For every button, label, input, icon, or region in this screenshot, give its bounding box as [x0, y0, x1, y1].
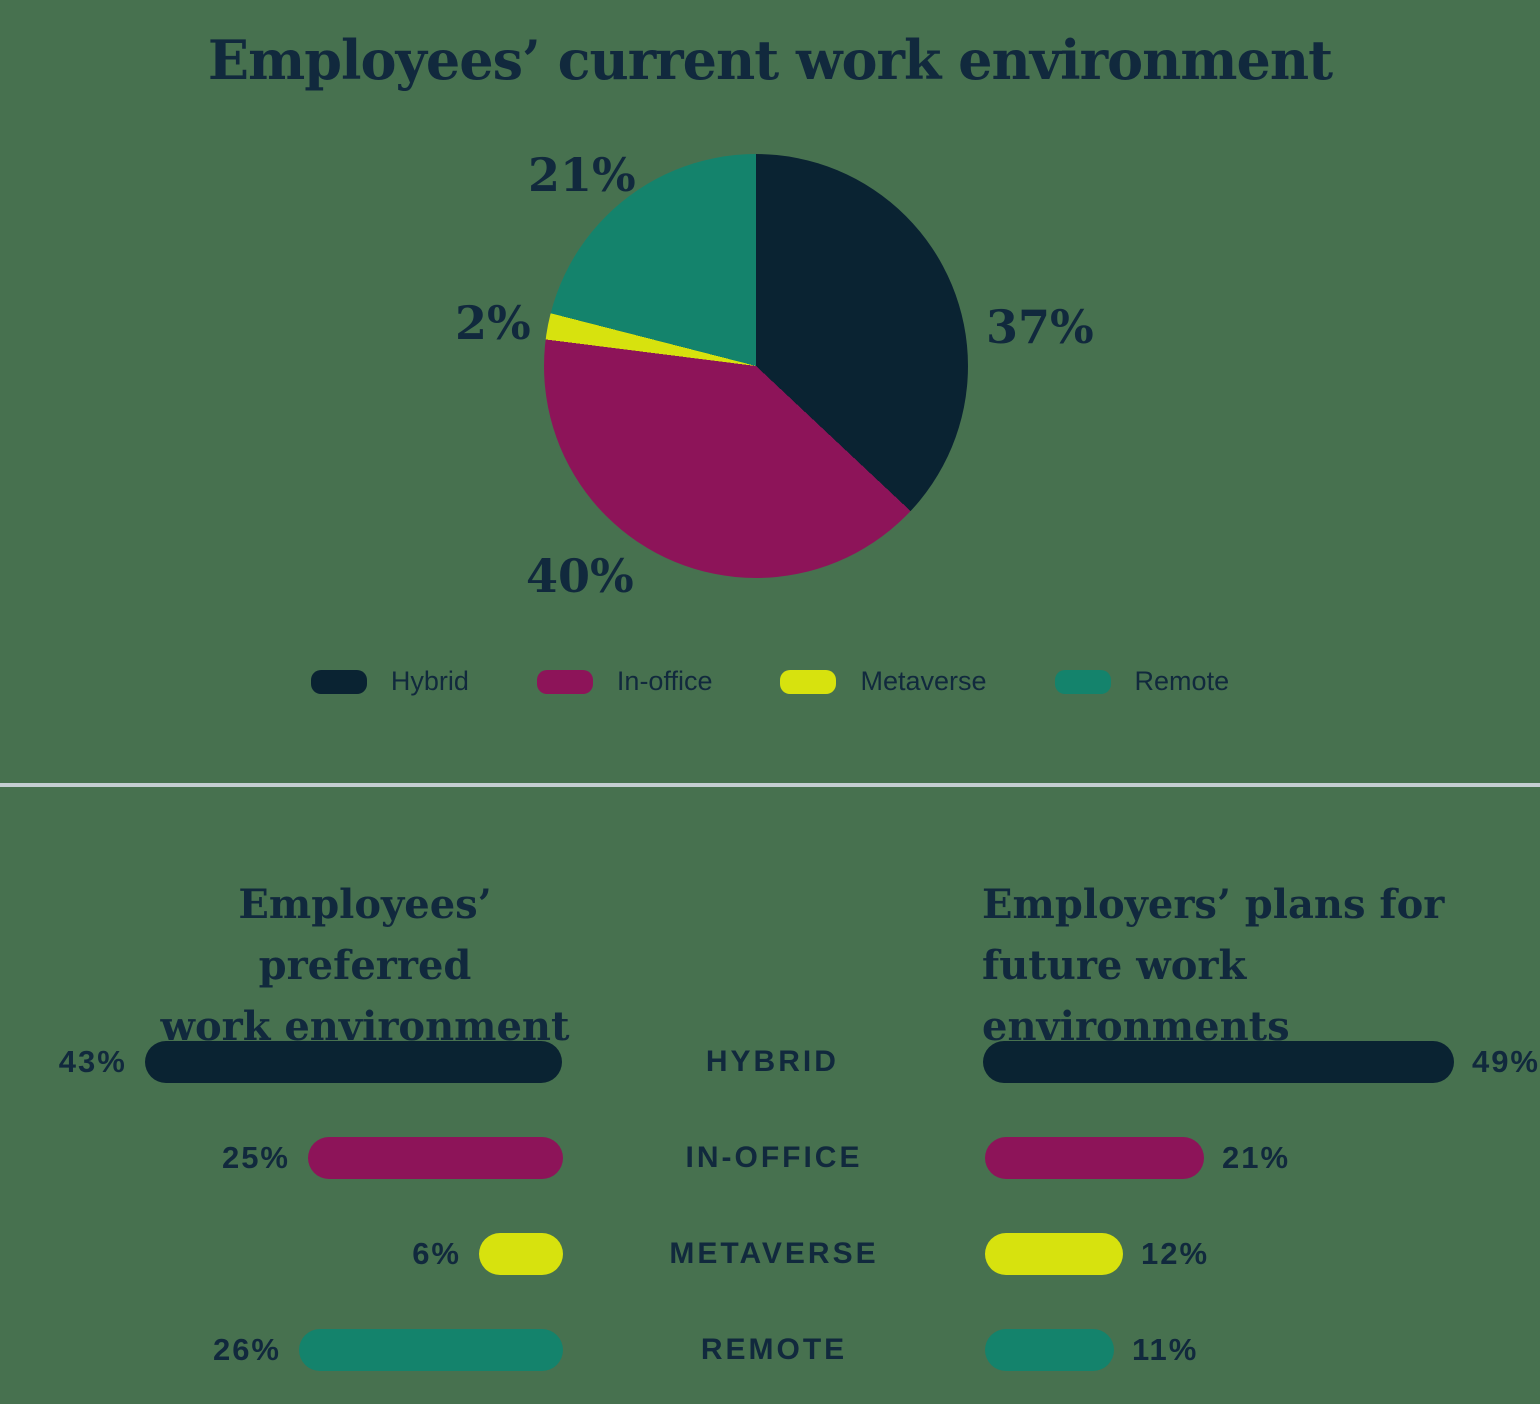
legend-swatch-remote: [1054, 669, 1111, 694]
right-bar-chart-title: Employers’ plans for future work environ…: [982, 874, 1522, 1057]
left-value-label-metaverse: 6%: [412, 1236, 461, 1271]
legend-label-remote: Remote: [1134, 666, 1230, 696]
right-value-label-hybrid: 49%: [1471, 1044, 1540, 1079]
right-value-label-remote: 11%: [1132, 1332, 1199, 1367]
legend-label-hybrid: Hybrid: [390, 666, 469, 696]
pie-chart: [544, 154, 968, 578]
bar-row-hybrid: 43% HYBRID 49%: [0, 1041, 1540, 1083]
section-divider: [0, 783, 1540, 787]
bar-row-metaverse: 6% METAVERSE 12%: [0, 1233, 1540, 1275]
category-label-remote: REMOTE: [700, 1333, 848, 1366]
bar-row-remote: 26% REMOTE 11%: [0, 1329, 1540, 1371]
left-bar-remote: [299, 1329, 563, 1371]
legend-label-in-office: In-office: [616, 666, 713, 696]
left-bar-chart-title-line1: Employees’ preferred: [238, 881, 492, 989]
legend-swatch-metaverse: [780, 669, 837, 694]
left-bar-chart-title: Employees’ preferred work environment: [130, 874, 600, 1057]
pie-slice-label-hybrid: 37%: [986, 300, 1094, 354]
category-label-metaverse: METAVERSE: [669, 1237, 879, 1270]
left-bar-hybrid: [144, 1041, 562, 1083]
pie-legend: Hybrid In-office Metaverse Remote: [0, 666, 1540, 697]
pie-chart-title: Employees’ current work environment: [207, 28, 1333, 92]
left-bar-metaverse: [479, 1233, 563, 1275]
legend-item-metaverse: Metaverse: [780, 666, 987, 697]
left-value-label-remote: 26%: [212, 1332, 281, 1367]
left-value-label-hybrid: 43%: [58, 1044, 127, 1079]
category-label-in-office: IN-OFFICE: [685, 1141, 863, 1174]
legend-label-metaverse: Metaverse: [860, 666, 987, 696]
legend-item-remote: Remote: [1054, 666, 1230, 697]
left-value-label-in-office: 25%: [221, 1140, 290, 1175]
right-bar-remote: [985, 1329, 1114, 1371]
legend-swatch-in-office: [536, 669, 593, 694]
right-bar-chart-title-line2: future work environments: [982, 942, 1290, 1050]
right-bar-in-office: [985, 1137, 1204, 1179]
legend-swatch-hybrid: [310, 669, 367, 694]
right-bar-hybrid: [982, 1041, 1454, 1083]
right-bar-chart-title-line1: Employers’ plans for: [982, 881, 1445, 928]
bar-row-in-office: 25% IN-OFFICE 21%: [0, 1137, 1540, 1179]
pie-slice-label-in-office: 40%: [526, 549, 634, 603]
bar-chart-rows: 43% HYBRID 49% 25% IN-OFFICE 21%: [0, 1041, 1540, 1371]
right-bar-metaverse: [985, 1233, 1123, 1275]
category-label-hybrid: HYBRID: [705, 1045, 839, 1078]
legend-item-in-office: In-office: [536, 666, 713, 697]
right-value-label-in-office: 21%: [1222, 1140, 1291, 1175]
right-value-label-metaverse: 12%: [1141, 1236, 1210, 1271]
legend-item-hybrid: Hybrid: [310, 666, 469, 697]
pie-slice-label-metaverse: 2%: [455, 296, 531, 350]
pie-slice-label-remote: 21%: [528, 148, 636, 202]
left-bar-in-office: [308, 1137, 563, 1179]
